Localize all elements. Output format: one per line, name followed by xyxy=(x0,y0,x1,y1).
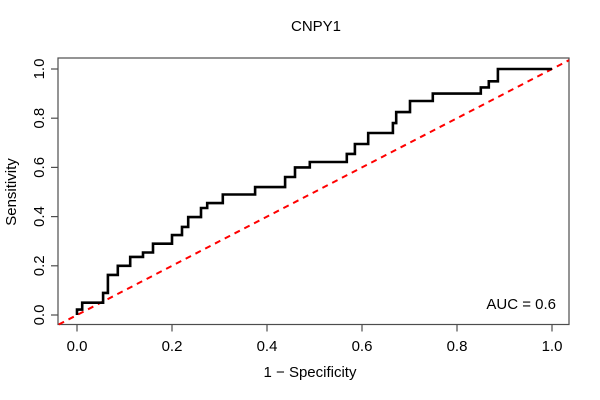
y-tick-label: 0.8 xyxy=(31,108,48,129)
roc-curve-line xyxy=(75,67,552,315)
x-tick-label: 0.2 xyxy=(162,338,183,355)
x-axis: 0.0 0.2 0.4 0.6 0.8 1.0 xyxy=(67,324,563,355)
y-tick-label: 0.4 xyxy=(31,206,48,227)
reference-diagonal-line xyxy=(58,59,570,326)
x-tick-label: 0.6 xyxy=(352,338,373,355)
y-tick-label: 0.2 xyxy=(31,255,48,276)
x-tick-label: 0.4 xyxy=(257,338,278,355)
auc-annotation: AUC = 0.6 xyxy=(486,296,556,313)
x-tick-label: 0.8 xyxy=(447,338,468,355)
y-axis: 0.0 0.2 0.4 0.6 0.8 1.0 xyxy=(31,59,58,326)
y-tick-label: 0.0 xyxy=(31,305,48,326)
x-tick-label: 0.0 xyxy=(67,338,88,355)
y-tick-label: 1.0 xyxy=(31,59,48,80)
y-axis-label: Sensitivity xyxy=(3,158,20,226)
y-tick-label: 0.6 xyxy=(31,157,48,178)
x-axis-label: 1 − Specificity xyxy=(264,364,357,381)
chart-title: CNPY1 xyxy=(291,18,341,35)
plot-box xyxy=(57,57,570,326)
x-tick-label: 1.0 xyxy=(542,338,563,355)
